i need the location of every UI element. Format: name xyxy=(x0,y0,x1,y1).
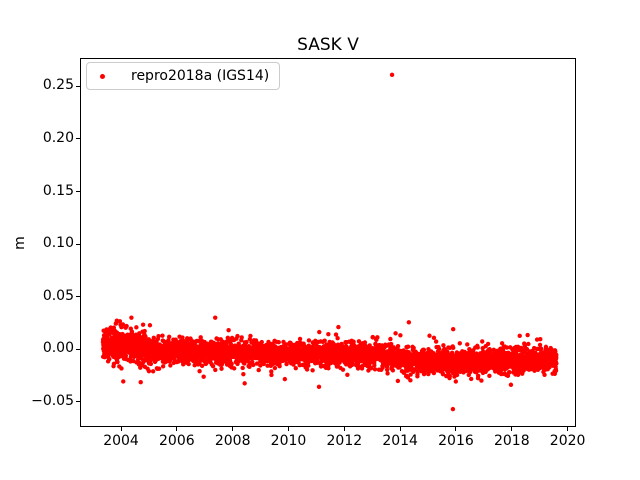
x-tick-label: 2008 xyxy=(214,433,251,449)
y-tick-mark xyxy=(76,401,80,403)
y-tick-mark xyxy=(76,348,80,350)
x-tick-mark xyxy=(176,427,178,431)
y-tick-label: 0.20 xyxy=(42,129,74,146)
y-tick-label: 0.00 xyxy=(42,340,74,357)
x-tick-mark xyxy=(120,427,122,431)
x-tick-label: 2014 xyxy=(382,433,418,449)
x-tick-mark xyxy=(343,427,345,431)
y-tick-mark xyxy=(76,191,80,192)
x-tick-label: 2012 xyxy=(326,433,363,449)
x-tick-label: 2004 xyxy=(103,433,139,449)
y-tick-label: 0.25 xyxy=(42,77,74,94)
x-tick-label: 2016 xyxy=(438,433,474,449)
legend-marker-icon xyxy=(100,73,105,79)
y-tick-mark xyxy=(76,85,80,87)
y-tick-label: 0.15 xyxy=(42,182,74,199)
x-tick-mark xyxy=(455,427,457,431)
x-tick-label: 2018 xyxy=(493,433,530,449)
x-tick-mark xyxy=(399,427,401,431)
y-tick-mark xyxy=(76,296,80,298)
y-tick-label: 0.05 xyxy=(42,287,74,304)
y-tick-mark xyxy=(76,138,80,140)
y-tick-mark xyxy=(76,243,80,245)
legend-label: repro2018a (IGS14) xyxy=(131,68,270,84)
legend: repro2018a (IGS14) xyxy=(86,62,280,90)
x-tick-mark xyxy=(511,427,513,431)
x-tick-mark xyxy=(232,427,234,431)
x-tick-label: 2006 xyxy=(159,433,195,449)
x-tick-label: 2010 xyxy=(270,433,307,449)
y-tick-label: −0.05 xyxy=(31,392,74,409)
y-tick-label: 0.10 xyxy=(42,235,74,252)
x-tick-mark xyxy=(288,427,289,431)
x-tick-label: 2020 xyxy=(549,433,586,449)
x-tick-mark xyxy=(567,427,569,431)
